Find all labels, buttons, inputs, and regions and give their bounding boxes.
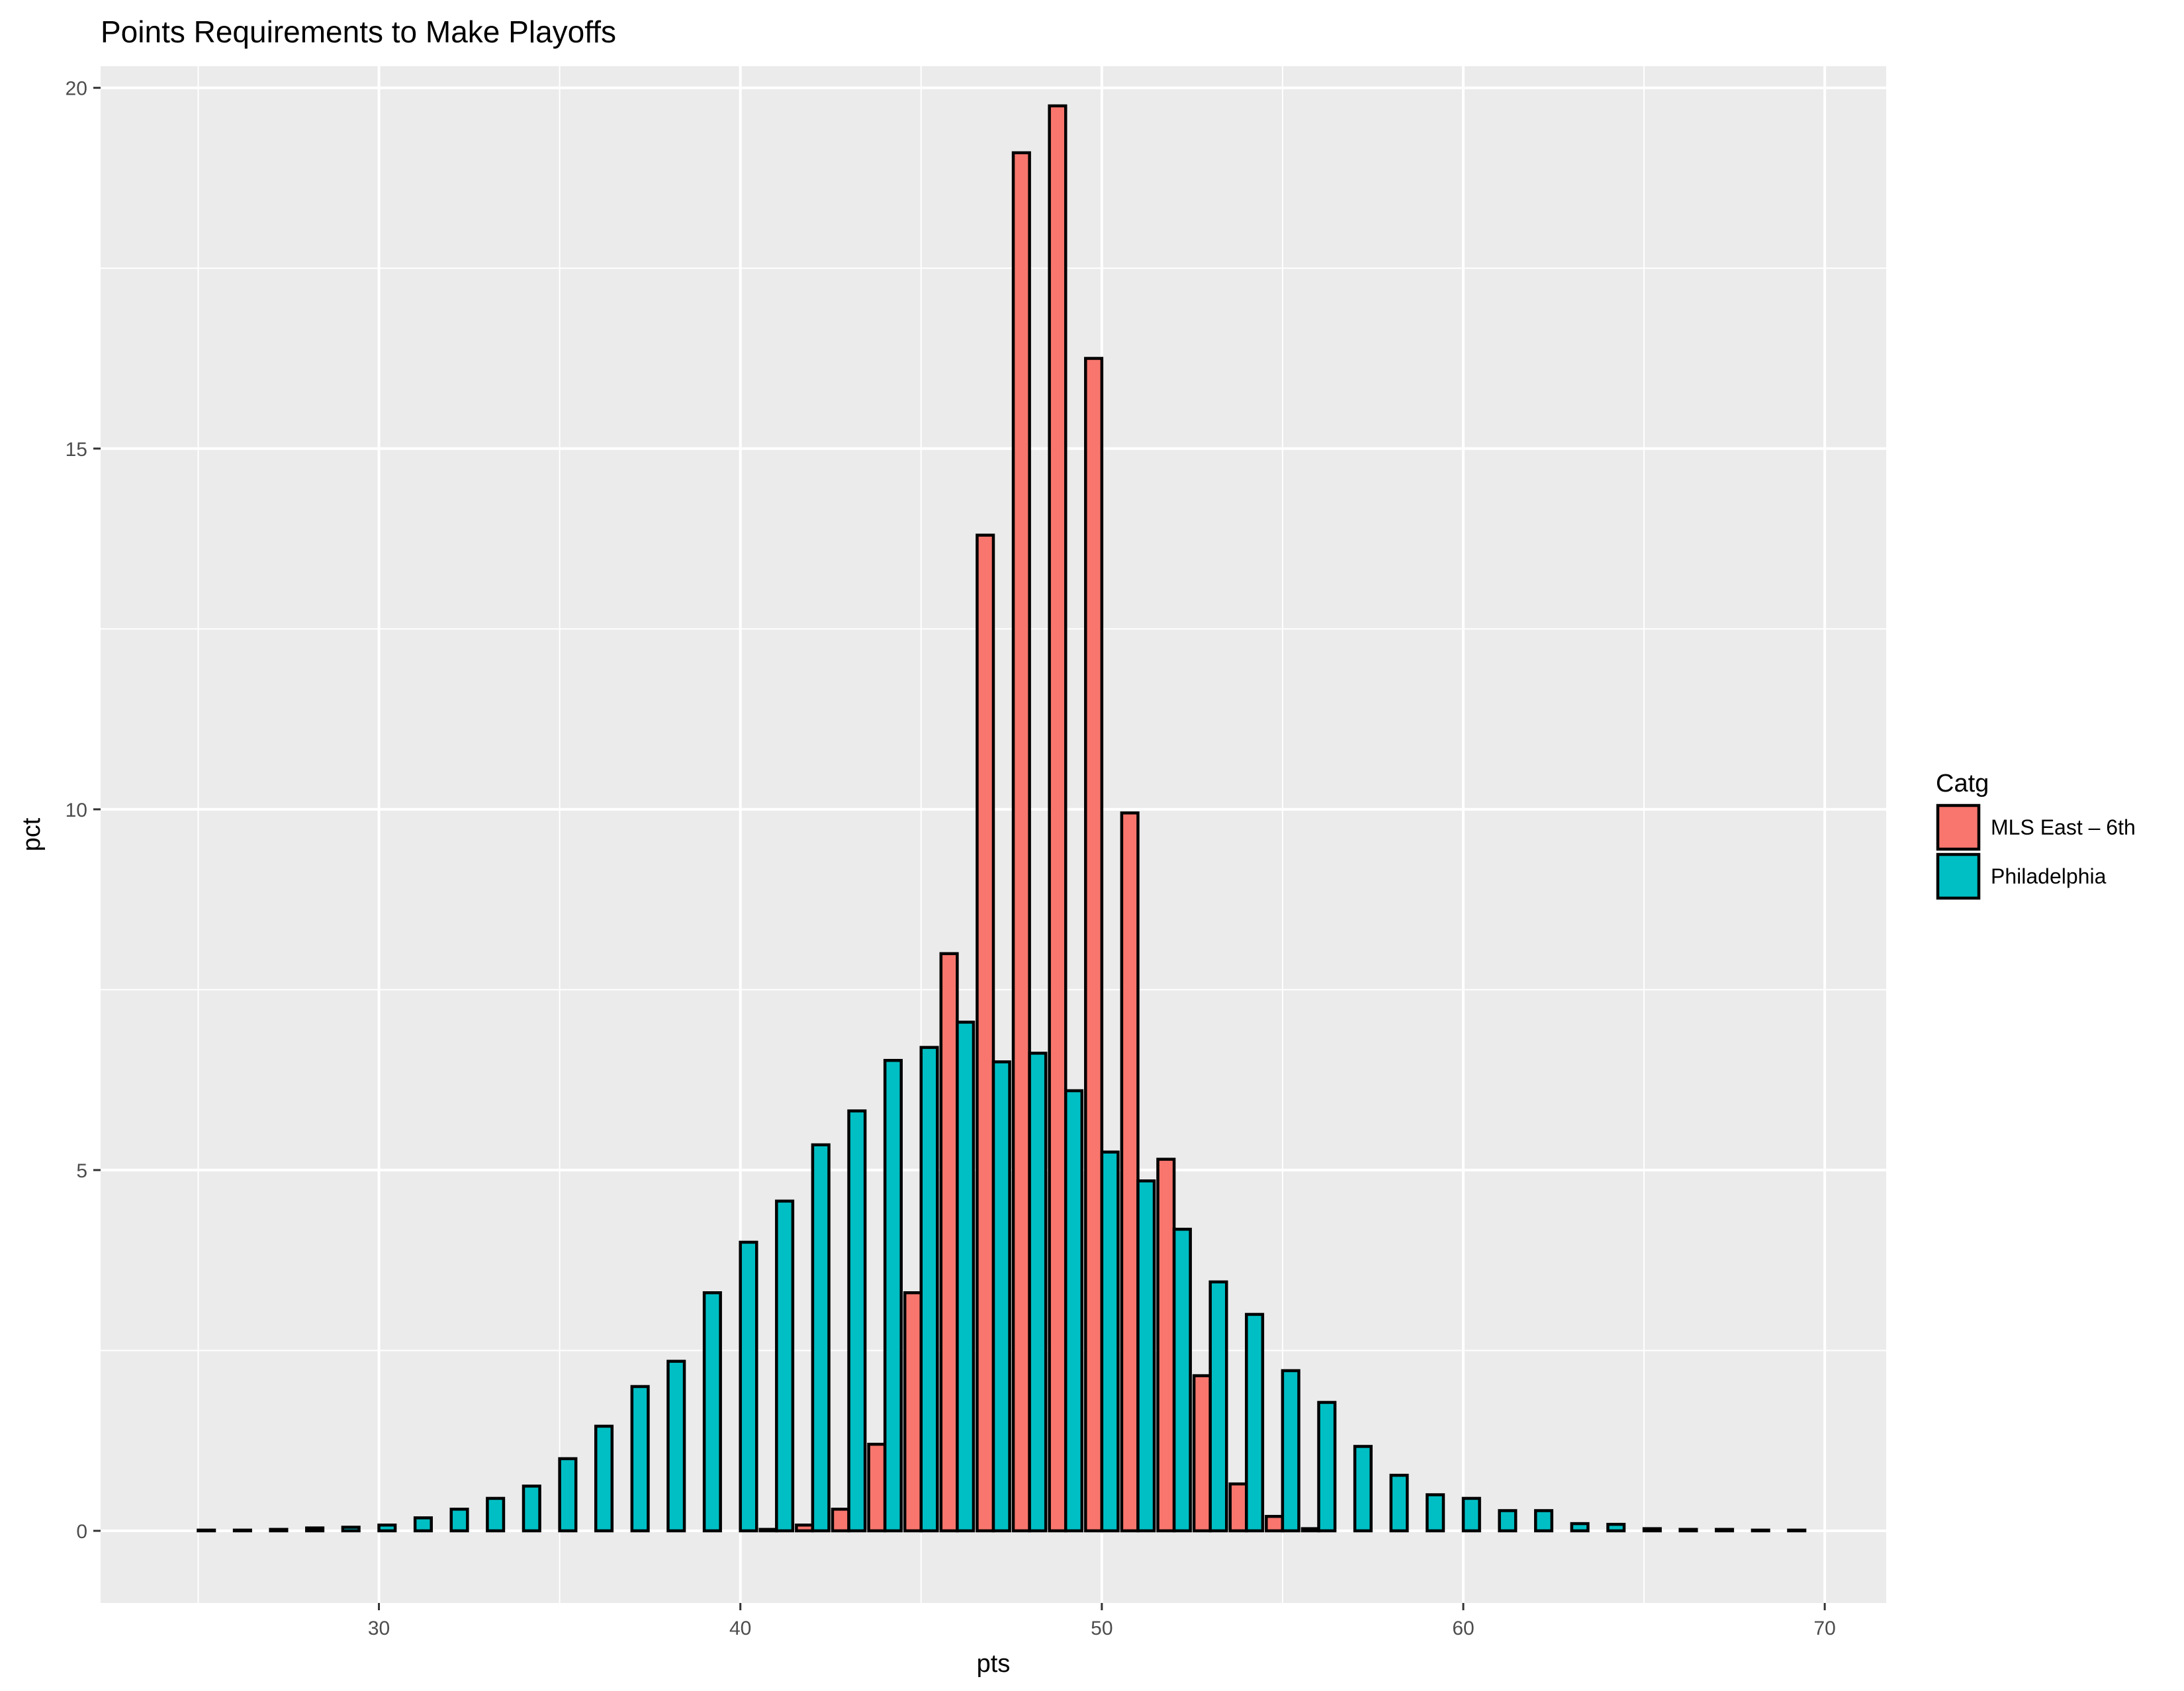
bar-series2	[449, 1508, 469, 1533]
bar-series1	[939, 952, 959, 1533]
bar-series2	[486, 1496, 506, 1533]
bar-series2	[702, 1291, 722, 1533]
x-tick-label: 60	[1452, 1618, 1474, 1639]
bar-series1	[1011, 151, 1031, 1533]
bar-series1	[1265, 1514, 1285, 1533]
bar-series1	[1084, 357, 1104, 1533]
legend-label-series1: MLS East – 6th	[1991, 815, 2136, 839]
bar-series1	[903, 1291, 923, 1533]
bar-series2	[1751, 1528, 1770, 1533]
bar-series2	[1678, 1528, 1698, 1533]
bar-series2	[919, 1046, 939, 1533]
y-tick-label: 0	[76, 1521, 87, 1543]
bar-series2	[1136, 1179, 1156, 1533]
bar-series2	[558, 1457, 578, 1533]
bar-series2	[775, 1199, 795, 1533]
bar-series2	[1064, 1089, 1084, 1533]
legend-title: Catg	[1936, 770, 1989, 798]
bar-series2	[1281, 1369, 1300, 1533]
bar-series2	[1028, 1052, 1048, 1533]
bar-series1	[1156, 1158, 1176, 1533]
legend-key-series2	[1936, 852, 1981, 900]
x-tick-label: 50	[1091, 1618, 1113, 1639]
x-tick-label: 30	[368, 1618, 390, 1639]
bar-series2	[883, 1058, 903, 1533]
x-axis: 30 40 50 60 70	[368, 1603, 1836, 1639]
legend-label-series2: Philadelphia	[1991, 864, 2107, 888]
bar-series2	[1498, 1509, 1518, 1533]
bar-series2	[1715, 1528, 1735, 1533]
bar-series2	[232, 1528, 252, 1533]
bar-series2	[305, 1526, 325, 1533]
bar-series2	[341, 1526, 361, 1533]
x-tick-label: 40	[729, 1618, 751, 1639]
bar-series2	[1245, 1312, 1265, 1533]
bar-series1	[831, 1508, 850, 1533]
bar-series2	[1353, 1445, 1373, 1533]
bar-series2	[739, 1240, 758, 1533]
bar-series2	[413, 1516, 433, 1533]
bar-series2	[594, 1424, 614, 1533]
x-tick-label: 70	[1813, 1618, 1835, 1639]
bar-series1	[1192, 1374, 1212, 1533]
bar-series2	[1642, 1527, 1662, 1533]
bar-series2	[377, 1524, 397, 1533]
legend-key-series1	[1936, 803, 1981, 851]
y-axis-label: pct	[18, 817, 46, 851]
y-tick-label: 20	[66, 78, 87, 100]
bar-series2	[847, 1109, 867, 1533]
bar-series2	[811, 1143, 831, 1533]
bar-series1	[1120, 811, 1140, 1533]
bar-series2	[1100, 1150, 1120, 1533]
y-tick-label: 10	[66, 800, 87, 821]
bar-series2	[1461, 1496, 1481, 1533]
bar-series2	[1606, 1522, 1626, 1533]
bar-series1	[1300, 1527, 1320, 1533]
x-axis-label: pts	[977, 1650, 1011, 1678]
chart-title: Points Requirements to Make Playoffs	[101, 15, 616, 49]
bar-series1	[976, 533, 995, 1533]
bar-series1	[1048, 104, 1068, 1533]
bar-series2	[630, 1385, 650, 1533]
bar-series2	[1208, 1280, 1228, 1533]
y-tick-label: 5	[76, 1160, 87, 1182]
bar-series2	[1787, 1528, 1807, 1533]
bar-series2	[1389, 1473, 1409, 1533]
bar-series2	[991, 1060, 1011, 1533]
bar-series2	[956, 1021, 976, 1533]
bar-series2	[1570, 1522, 1590, 1533]
bar-series1	[867, 1442, 887, 1533]
bar-series2	[1317, 1400, 1337, 1533]
legend: Catg MLS East – 6th Philadelphia	[1936, 770, 2136, 900]
bar-series2	[1533, 1509, 1554, 1533]
bar-series1	[1228, 1482, 1248, 1533]
y-tick-label: 15	[66, 439, 87, 461]
legend-items: MLS East – 6th Philadelphia	[1936, 803, 2136, 900]
bar-series2	[1172, 1228, 1192, 1533]
bars	[197, 104, 1807, 1533]
y-axis: 0 5 10 15 20	[66, 78, 101, 1543]
bar-series2	[522, 1485, 541, 1533]
bar-series2	[1426, 1493, 1445, 1533]
bar-series1	[758, 1528, 778, 1533]
bar-series2	[666, 1359, 686, 1533]
bar-series2	[269, 1528, 289, 1533]
bar-series1	[795, 1524, 815, 1533]
bar-series2	[197, 1528, 216, 1533]
